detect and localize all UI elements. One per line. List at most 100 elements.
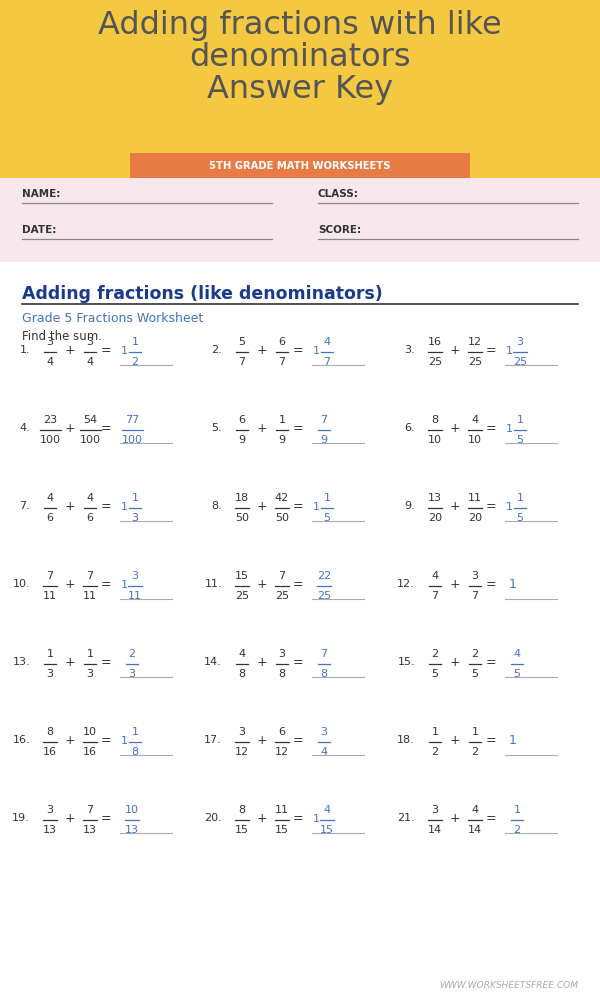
Text: 9.: 9. xyxy=(404,501,415,511)
Text: =: = xyxy=(101,422,112,436)
Text: 17.: 17. xyxy=(204,735,222,745)
Text: =: = xyxy=(293,812,304,826)
Text: =: = xyxy=(101,500,112,514)
Text: 42: 42 xyxy=(275,493,289,503)
Text: =: = xyxy=(293,500,304,514)
Text: +: + xyxy=(257,422,268,436)
Text: 100: 100 xyxy=(79,435,101,445)
Text: 50: 50 xyxy=(235,513,249,523)
Text: 13.: 13. xyxy=(13,657,30,667)
Text: 14: 14 xyxy=(428,825,442,835)
Text: 4: 4 xyxy=(514,649,521,659)
Text: 12.: 12. xyxy=(397,579,415,589)
Text: =: = xyxy=(101,656,112,670)
Text: 4: 4 xyxy=(431,571,439,581)
Text: Find the sum.: Find the sum. xyxy=(22,330,102,342)
Text: =: = xyxy=(485,500,496,514)
Text: 20: 20 xyxy=(428,513,442,523)
Text: 4: 4 xyxy=(323,337,331,347)
Text: 7: 7 xyxy=(431,591,439,601)
Text: 15: 15 xyxy=(275,825,289,835)
Text: WWW.WORKSHEETSFREE.COM: WWW.WORKSHEETSFREE.COM xyxy=(439,981,578,990)
Text: 21.: 21. xyxy=(397,813,415,823)
Text: 4: 4 xyxy=(323,805,331,815)
Text: 6: 6 xyxy=(278,337,286,347)
Text: 1: 1 xyxy=(121,502,128,512)
Text: 1: 1 xyxy=(121,736,128,746)
Text: 1: 1 xyxy=(278,415,286,425)
Text: 12: 12 xyxy=(468,337,482,347)
Text: 8: 8 xyxy=(46,727,53,737)
Text: Adding fractions (like denominators): Adding fractions (like denominators) xyxy=(22,285,383,303)
Text: 4.: 4. xyxy=(19,423,30,433)
Text: 11: 11 xyxy=(468,493,482,503)
Text: +: + xyxy=(449,500,460,514)
Text: 1.: 1. xyxy=(19,345,30,355)
Text: 1: 1 xyxy=(131,337,139,347)
Text: denominators: denominators xyxy=(189,42,411,73)
Text: 2: 2 xyxy=(431,747,439,757)
Text: 6: 6 xyxy=(47,513,53,523)
Text: 14: 14 xyxy=(468,825,482,835)
Text: 16.: 16. xyxy=(13,735,30,745)
Text: 1: 1 xyxy=(506,502,513,512)
Text: 2.: 2. xyxy=(211,345,222,355)
Text: 16: 16 xyxy=(43,747,57,757)
Text: 9: 9 xyxy=(278,435,286,445)
Text: 100: 100 xyxy=(40,435,61,445)
Text: 14.: 14. xyxy=(204,657,222,667)
Text: 13: 13 xyxy=(428,493,442,503)
Text: 1: 1 xyxy=(313,346,320,356)
Text: 5.: 5. xyxy=(211,423,222,433)
Text: +: + xyxy=(65,344,76,358)
Text: 18: 18 xyxy=(235,493,249,503)
Text: SCORE:: SCORE: xyxy=(318,225,361,235)
Text: 5: 5 xyxy=(239,337,245,347)
Text: 7: 7 xyxy=(46,571,53,581)
Text: 5: 5 xyxy=(514,669,521,679)
Text: NAME:: NAME: xyxy=(22,189,61,199)
Text: +: + xyxy=(257,656,268,670)
Text: +: + xyxy=(449,734,460,748)
Text: 1: 1 xyxy=(313,814,320,824)
Text: +: + xyxy=(65,812,76,826)
Text: 1: 1 xyxy=(86,649,94,659)
Text: 9: 9 xyxy=(238,435,245,445)
Text: 11: 11 xyxy=(275,805,289,815)
Text: 2: 2 xyxy=(472,747,479,757)
Text: 3: 3 xyxy=(517,337,523,347)
Text: 2: 2 xyxy=(472,649,479,659)
Text: 3: 3 xyxy=(47,337,53,347)
Text: 1: 1 xyxy=(121,346,128,356)
Text: +: + xyxy=(65,656,76,670)
Text: 20.: 20. xyxy=(204,813,222,823)
Text: 3: 3 xyxy=(278,649,286,659)
Text: 7: 7 xyxy=(320,649,328,659)
Text: +: + xyxy=(65,734,76,748)
Text: 18.: 18. xyxy=(397,735,415,745)
Text: 4: 4 xyxy=(472,805,479,815)
Text: 7: 7 xyxy=(86,571,94,581)
Text: =: = xyxy=(293,656,304,670)
Text: +: + xyxy=(257,344,268,358)
Text: 7.: 7. xyxy=(19,501,30,511)
Text: 1: 1 xyxy=(509,578,517,591)
Text: 16: 16 xyxy=(83,747,97,757)
Text: 25: 25 xyxy=(275,591,289,601)
Text: 3: 3 xyxy=(472,571,479,581)
Text: 5: 5 xyxy=(517,513,523,523)
Text: 1: 1 xyxy=(313,502,320,512)
Text: 3: 3 xyxy=(131,513,139,523)
Text: 12: 12 xyxy=(275,747,289,757)
Text: =: = xyxy=(101,734,112,748)
Text: =: = xyxy=(101,578,112,591)
Text: 1: 1 xyxy=(514,805,521,815)
Text: CLASS:: CLASS: xyxy=(318,189,359,199)
Text: =: = xyxy=(485,734,496,748)
Text: =: = xyxy=(293,578,304,591)
Text: 4: 4 xyxy=(238,649,245,659)
Text: 3.: 3. xyxy=(404,345,415,355)
Text: 10: 10 xyxy=(428,435,442,445)
Text: =: = xyxy=(293,734,304,748)
Text: 1: 1 xyxy=(506,346,513,356)
